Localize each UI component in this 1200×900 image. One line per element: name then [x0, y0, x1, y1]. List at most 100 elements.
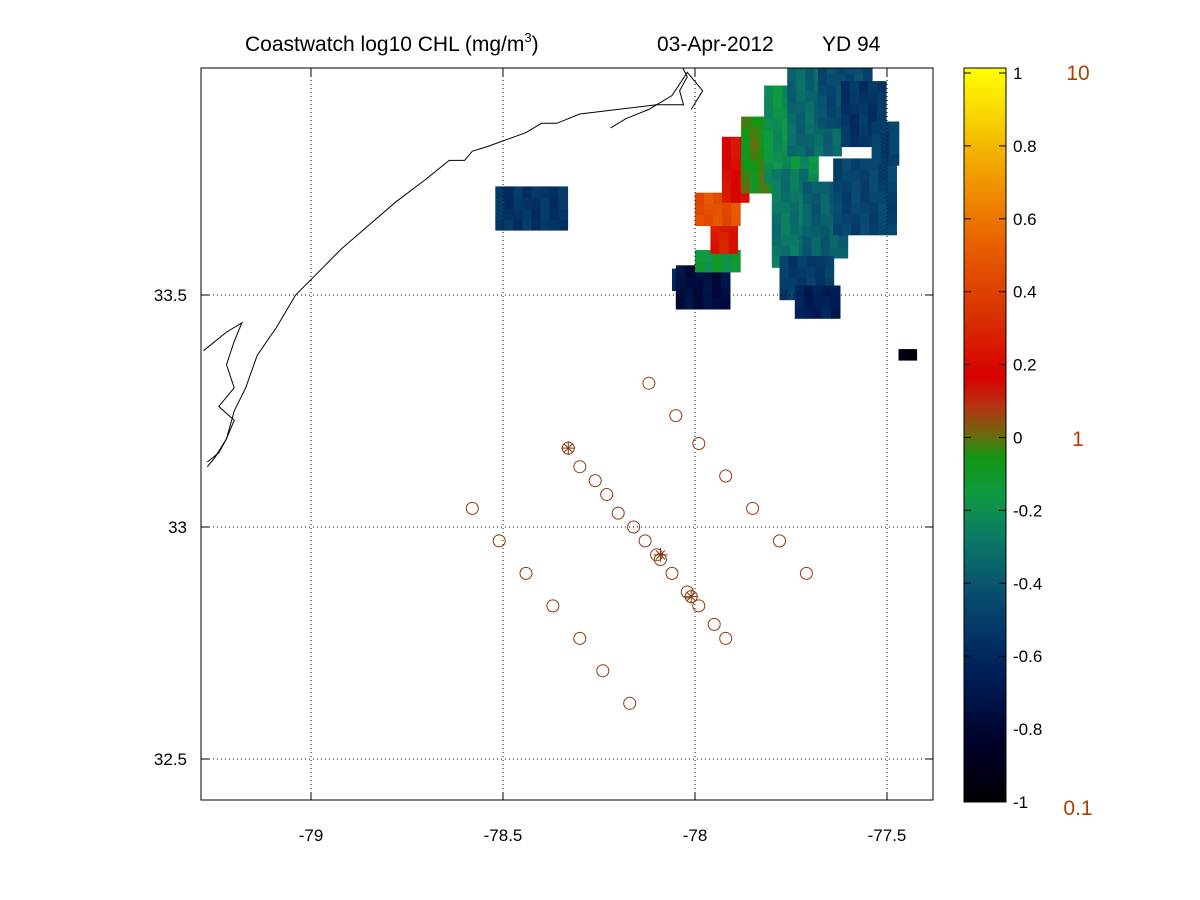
chl-pixel [869, 191, 879, 203]
chl-pixel [823, 123, 833, 135]
chl-pixel [829, 236, 840, 248]
chl-pixel [796, 123, 806, 135]
chl-pixel [826, 73, 837, 85]
colorbar-tick-label: -0.8 [1013, 720, 1042, 739]
chl-pixel [787, 79, 797, 91]
chl-pixel [782, 118, 792, 130]
map-yearday: YD 94 [822, 33, 881, 56]
chl-pixel [787, 68, 797, 81]
chl-pixel [859, 113, 869, 126]
chl-pixel [684, 276, 695, 288]
chl-pixel [782, 107, 792, 119]
chl-pixel [504, 197, 514, 209]
chl-pixel [730, 158, 741, 171]
chl-pixel [780, 223, 791, 235]
colorbar-tick-label: -1 [1013, 793, 1028, 812]
chl-pixel [854, 68, 864, 74]
chl-pixel [863, 68, 873, 74]
chl-pixel [830, 285, 841, 297]
chl-pixel [787, 144, 797, 157]
chl-pixel [860, 191, 870, 203]
chl-pixel [791, 150, 801, 163]
chl-pixel [833, 202, 843, 214]
chl-pixel [513, 197, 523, 209]
grid-lines [201, 68, 933, 800]
station-marker [642, 376, 656, 390]
station-marker [519, 566, 533, 580]
chl-pixel [815, 256, 826, 268]
station-marker [573, 460, 587, 474]
chl-pixel [722, 250, 732, 262]
chl-pixel [504, 208, 514, 220]
chl-pixel [675, 265, 686, 277]
chl-pixel [821, 285, 832, 297]
chl-pixel [693, 287, 704, 299]
chl-pixel [558, 197, 569, 209]
chl-pixel [789, 234, 800, 246]
chl-pixel [540, 219, 550, 231]
chl-pixel [820, 214, 831, 226]
chl-pixel [771, 256, 782, 268]
chl-pixel [741, 182, 751, 194]
chl-pixel [823, 68, 833, 70]
chl-pixel [805, 123, 815, 135]
chl-pixel [522, 197, 532, 209]
chl-pixel [794, 296, 805, 308]
station-marker [492, 534, 506, 548]
chl-pixel [805, 144, 815, 157]
chl-pixel [759, 160, 769, 172]
chl-pixel [829, 247, 840, 259]
chl-pixel [796, 112, 806, 124]
chl-pixel [851, 191, 861, 203]
chl-pixel [780, 169, 791, 181]
chl-pixel [887, 223, 897, 236]
station-marker [719, 469, 733, 483]
chl-pixel [833, 180, 843, 192]
chl-pixel [821, 307, 832, 319]
chl-pixel [764, 150, 774, 163]
chl-pixel [540, 197, 550, 209]
chl-pixel [840, 135, 851, 148]
chl-pixel [802, 247, 813, 259]
chl-pixel [764, 140, 774, 152]
chl-pixel [811, 247, 822, 259]
chl-pixel [889, 132, 900, 144]
chl-pixel [741, 127, 751, 139]
chl-pixel [791, 161, 801, 174]
chl-pixel [750, 160, 760, 172]
chl-pixel [805, 134, 815, 146]
station-marker [611, 506, 625, 520]
chl-pixel [684, 265, 695, 277]
chl-pixel [780, 245, 791, 257]
chl-pixel [495, 219, 505, 231]
chl-pixel [812, 285, 823, 297]
chl-pixel [794, 307, 805, 319]
chl-pixel [805, 112, 815, 124]
chl-pixel [840, 102, 851, 115]
chl-pixel [878, 202, 888, 214]
chl-pixel [805, 68, 815, 70]
colorbar-tick-label: 0.8 [1013, 137, 1037, 156]
chl-pixel [722, 214, 732, 226]
station-marker [546, 599, 560, 613]
chl-pixel [764, 118, 774, 130]
chl-pixel [721, 191, 732, 203]
chl-pixel [863, 73, 873, 85]
chl-pixel [833, 158, 843, 170]
chl-pixel [788, 256, 799, 268]
chl-pixel [868, 92, 878, 104]
chl-pixel [713, 250, 723, 262]
chl-pixel [811, 225, 822, 237]
chl-pixel [859, 81, 869, 93]
chl-pixel [833, 191, 843, 203]
chl-pixel [842, 169, 852, 181]
chl-pixel [713, 214, 723, 226]
chl-pixel [513, 208, 523, 220]
chl-pixel [796, 79, 806, 91]
chl-pixel [531, 208, 541, 220]
chl-pixel [728, 220, 738, 232]
station-cross-d2 [563, 443, 574, 453]
chl-pixel [704, 192, 714, 205]
station-marker [596, 664, 610, 678]
chl-pixel [787, 68, 797, 70]
